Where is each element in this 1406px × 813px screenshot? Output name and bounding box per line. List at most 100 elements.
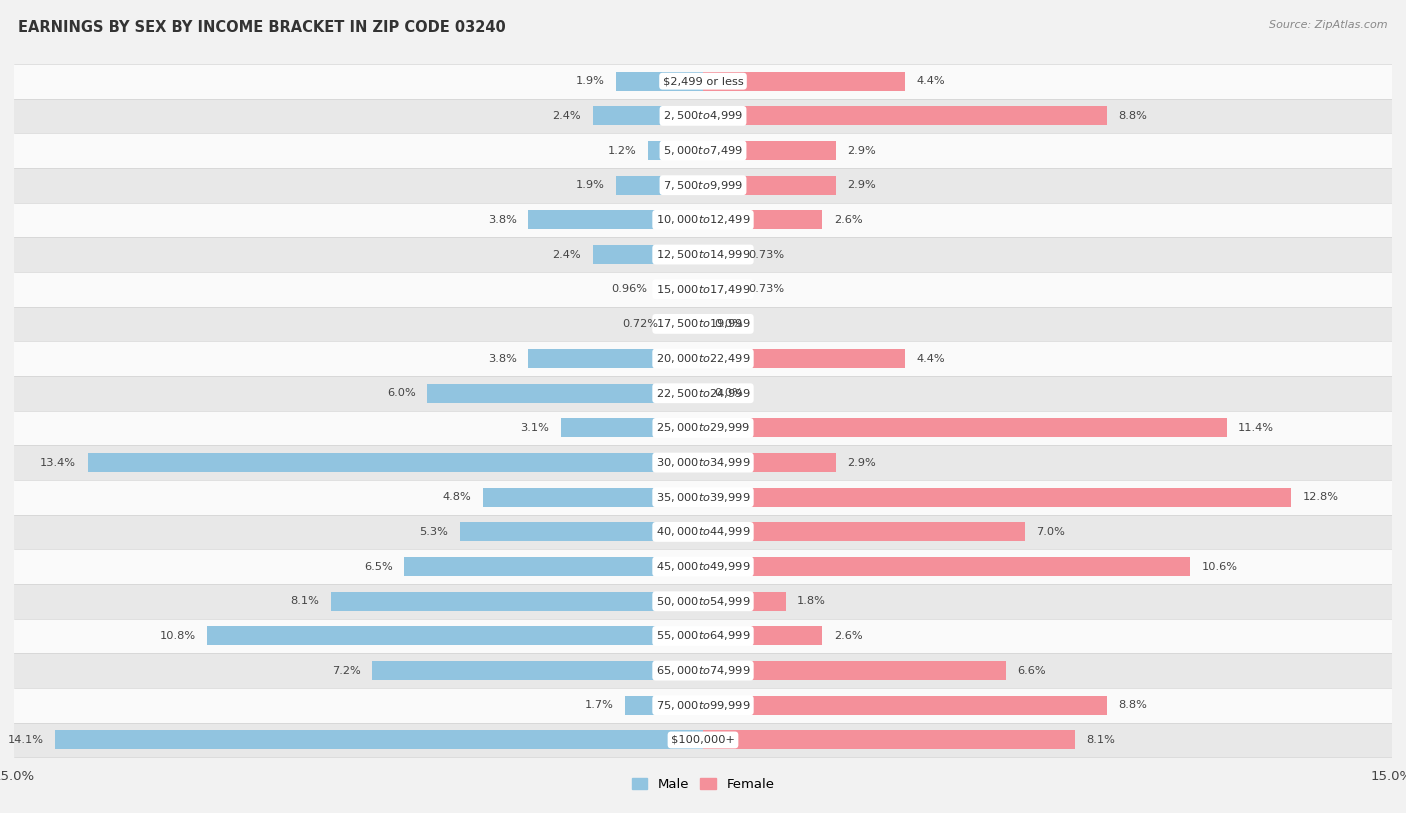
Text: $50,000 to $54,999: $50,000 to $54,999 (655, 595, 751, 608)
Bar (14, 480, 1392, 515)
Bar (624, 696, 703, 715)
Text: 3.1%: 3.1% (520, 423, 550, 433)
Legend: Male, Female: Male, Female (626, 773, 780, 797)
Bar (14, 341, 1392, 376)
Text: 6.6%: 6.6% (1018, 666, 1046, 676)
Bar (703, 523, 1025, 541)
Text: $55,000 to $64,999: $55,000 to $64,999 (655, 629, 751, 642)
Bar (529, 349, 703, 368)
Text: Source: ZipAtlas.com: Source: ZipAtlas.com (1270, 20, 1388, 30)
Text: 1.9%: 1.9% (575, 180, 605, 190)
Bar (330, 592, 703, 611)
Text: 1.9%: 1.9% (575, 76, 605, 86)
Bar (14, 237, 1392, 272)
Bar (14, 654, 1392, 688)
Text: 8.1%: 8.1% (291, 596, 319, 606)
Bar (207, 626, 703, 646)
Bar (703, 107, 1107, 125)
Bar (482, 488, 703, 506)
Bar (703, 730, 1076, 750)
Bar (703, 176, 837, 195)
Text: 4.4%: 4.4% (917, 76, 945, 86)
Text: 2.4%: 2.4% (553, 111, 581, 121)
Text: 14.1%: 14.1% (8, 735, 44, 745)
Bar (14, 167, 1392, 202)
Bar (14, 619, 1392, 654)
Text: $22,500 to $24,999: $22,500 to $24,999 (655, 387, 751, 400)
Bar (14, 550, 1392, 584)
Text: $12,500 to $14,999: $12,500 to $14,999 (655, 248, 751, 261)
Text: $5,000 to $7,499: $5,000 to $7,499 (664, 144, 742, 157)
Bar (14, 688, 1392, 723)
Text: 10.6%: 10.6% (1201, 562, 1237, 572)
Text: 0.0%: 0.0% (714, 319, 744, 329)
Bar (703, 488, 1291, 506)
Bar (593, 107, 703, 125)
Bar (703, 661, 1007, 680)
Bar (373, 661, 703, 680)
Text: $15,000 to $17,499: $15,000 to $17,499 (655, 283, 751, 296)
Text: $35,000 to $39,999: $35,000 to $39,999 (655, 491, 751, 504)
Bar (616, 72, 703, 91)
Text: 12.8%: 12.8% (1302, 492, 1339, 502)
Text: 1.2%: 1.2% (607, 146, 637, 155)
Bar (460, 523, 703, 541)
Text: $2,500 to $4,999: $2,500 to $4,999 (664, 110, 742, 122)
Bar (405, 557, 703, 576)
Text: 7.0%: 7.0% (1036, 527, 1064, 537)
Bar (703, 626, 823, 646)
Bar (703, 453, 837, 472)
Bar (14, 133, 1392, 167)
Text: 4.4%: 4.4% (917, 354, 945, 363)
Text: 10.8%: 10.8% (159, 631, 195, 641)
Text: 6.5%: 6.5% (364, 562, 392, 572)
Bar (14, 376, 1392, 411)
Bar (14, 411, 1392, 446)
Text: EARNINGS BY SEX BY INCOME BRACKET IN ZIP CODE 03240: EARNINGS BY SEX BY INCOME BRACKET IN ZIP… (18, 20, 506, 35)
Text: 8.1%: 8.1% (1087, 735, 1115, 745)
Bar (703, 419, 1226, 437)
Bar (703, 211, 823, 229)
Bar (669, 315, 703, 333)
Bar (55, 730, 703, 750)
Text: 3.8%: 3.8% (488, 354, 517, 363)
Text: 13.4%: 13.4% (39, 458, 76, 467)
Text: 0.73%: 0.73% (748, 285, 785, 294)
Bar (14, 64, 1392, 98)
Text: $25,000 to $29,999: $25,000 to $29,999 (655, 421, 751, 434)
Bar (703, 245, 737, 264)
Text: 0.96%: 0.96% (612, 285, 647, 294)
Text: $40,000 to $44,999: $40,000 to $44,999 (655, 525, 751, 538)
Bar (703, 349, 905, 368)
Bar (14, 272, 1392, 307)
Text: 7.2%: 7.2% (332, 666, 361, 676)
Text: $7,500 to $9,999: $7,500 to $9,999 (664, 179, 742, 192)
Text: 1.8%: 1.8% (797, 596, 827, 606)
Text: $30,000 to $34,999: $30,000 to $34,999 (655, 456, 751, 469)
Bar (14, 584, 1392, 619)
Text: 6.0%: 6.0% (387, 389, 416, 398)
Text: 1.7%: 1.7% (585, 700, 613, 711)
Text: 8.8%: 8.8% (1119, 111, 1147, 121)
Bar (659, 280, 703, 298)
Text: 2.9%: 2.9% (848, 146, 876, 155)
Bar (703, 696, 1107, 715)
Bar (14, 307, 1392, 341)
Bar (14, 202, 1392, 237)
Bar (648, 141, 703, 160)
Bar (14, 446, 1392, 480)
Text: 8.8%: 8.8% (1119, 700, 1147, 711)
Bar (529, 211, 703, 229)
Bar (561, 419, 703, 437)
Text: 0.73%: 0.73% (748, 250, 785, 259)
Text: $20,000 to $22,499: $20,000 to $22,499 (655, 352, 751, 365)
Text: $45,000 to $49,999: $45,000 to $49,999 (655, 560, 751, 573)
Text: $17,500 to $19,999: $17,500 to $19,999 (655, 317, 751, 330)
Text: 2.9%: 2.9% (848, 180, 876, 190)
Bar (616, 176, 703, 195)
Text: 2.9%: 2.9% (848, 458, 876, 467)
Bar (703, 141, 837, 160)
Text: 0.0%: 0.0% (714, 389, 744, 398)
Text: $100,000+: $100,000+ (671, 735, 735, 745)
Bar (703, 72, 905, 91)
